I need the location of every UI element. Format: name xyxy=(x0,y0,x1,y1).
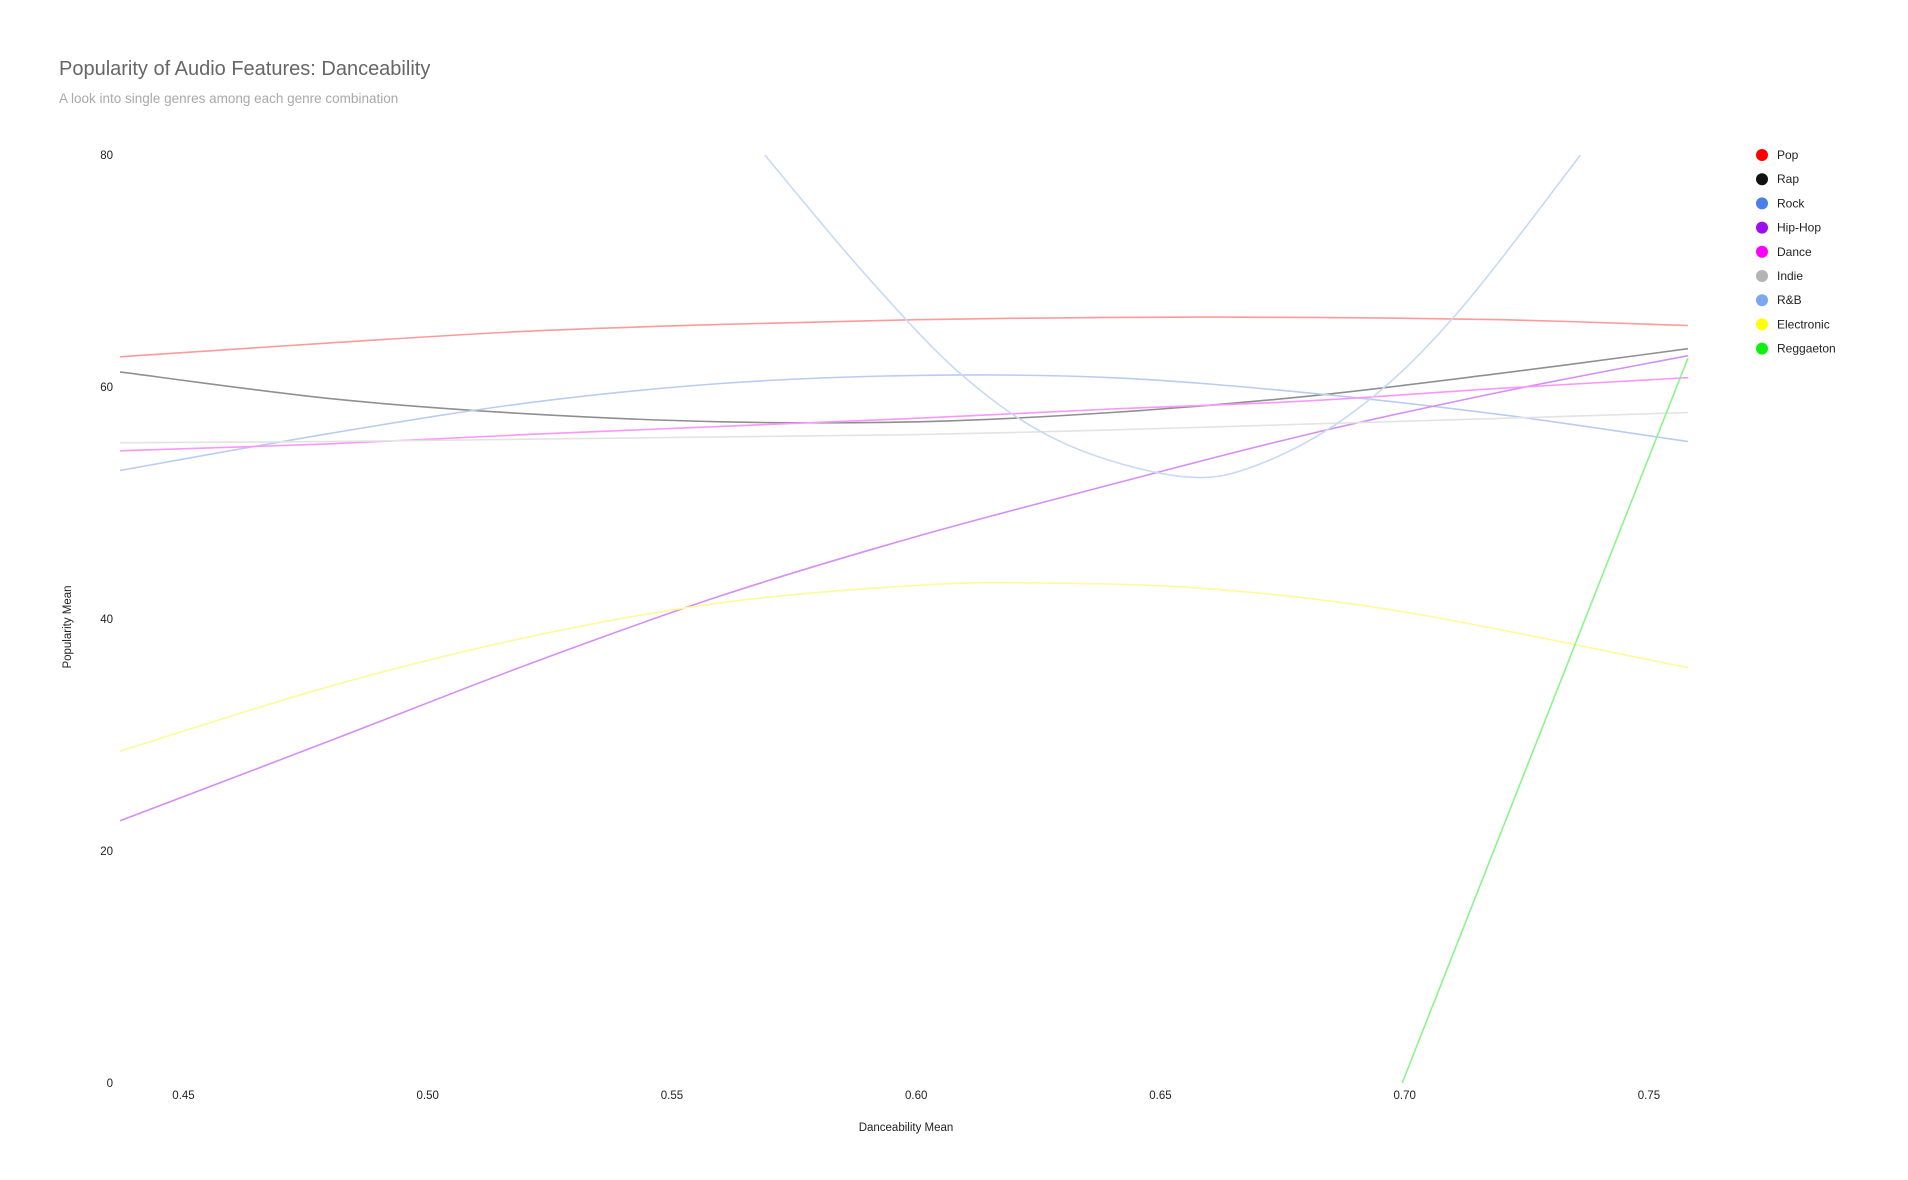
legend-label-indie: Indie xyxy=(1777,269,1803,283)
y-tick-label: 60 xyxy=(100,382,113,394)
legend-label-rap: Rap xyxy=(1777,172,1799,186)
legend-label-pop: Pop xyxy=(1777,148,1799,162)
legend-marker-pop xyxy=(1756,149,1768,161)
series-line-rap xyxy=(119,347,1689,424)
chart-subtitle: A look into single genres among each gen… xyxy=(59,91,399,106)
x-tick-label: 0.70 xyxy=(1393,1090,1415,1102)
x-tick-label: 0.75 xyxy=(1638,1090,1660,1102)
y-tick-label: 20 xyxy=(100,846,113,858)
plot-area xyxy=(119,154,1689,1084)
x-tick-label: 0.45 xyxy=(172,1090,194,1102)
x-axis-ticks: 0.45 0.50 0.55 0.60 0.65 0.70 0.75 xyxy=(172,1090,1660,1102)
legend-marker-reggaeton xyxy=(1756,342,1768,355)
y-tick-label: 0 xyxy=(107,1078,113,1090)
x-axis-title: Danceability Mean xyxy=(859,1122,954,1134)
legend-label-hip-hop: Hip-Hop xyxy=(1777,221,1821,235)
series-line-reggaeton xyxy=(1401,357,1689,1084)
series-line-dance xyxy=(119,376,1689,452)
legend-label-r-b: R&B xyxy=(1777,293,1802,307)
legend-marker-dance xyxy=(1756,245,1768,258)
series-line-hip-hop xyxy=(119,354,1689,822)
y-tick-label: 40 xyxy=(100,614,113,626)
series-line-electronic xyxy=(119,581,1689,752)
y-axis-ticks: 0 20 40 60 80 xyxy=(100,150,113,1090)
series-line-indie xyxy=(119,411,1689,444)
legend-label-dance: Dance xyxy=(1777,245,1812,259)
legend-marker-r-b xyxy=(1756,294,1768,307)
x-tick-label: 0.60 xyxy=(905,1090,927,1102)
legend-marker-hip-hop xyxy=(1756,221,1768,234)
legend-label-rock: Rock xyxy=(1777,196,1805,210)
y-axis-title: Popularity Mean xyxy=(62,585,74,668)
x-tick-label: 0.55 xyxy=(661,1090,683,1102)
legend-label-electronic: Electronic xyxy=(1777,317,1830,331)
series-line-pop xyxy=(119,316,1689,358)
x-tick-label: 0.65 xyxy=(1149,1090,1171,1102)
series-line-rock xyxy=(119,374,1689,472)
legend: Pop Rap Rock Hip-Hop Dance Indie R&B Electronic… xyxy=(1756,148,1836,356)
legend-marker-electronic xyxy=(1756,318,1768,331)
y-tick-label: 80 xyxy=(100,150,113,162)
chart-title: Popularity of Audio Features: Danceabili… xyxy=(59,58,431,80)
x-tick-label: 0.50 xyxy=(417,1090,439,1102)
legend-label-reggaeton: Reggaeton xyxy=(1777,342,1836,356)
legend-marker-rap xyxy=(1756,173,1768,186)
series-line-r-b xyxy=(764,154,1582,479)
legend-marker-rock xyxy=(1756,197,1768,210)
legend-marker-indie xyxy=(1756,270,1768,282)
